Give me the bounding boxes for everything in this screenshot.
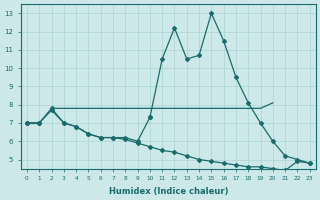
X-axis label: Humidex (Indice chaleur): Humidex (Indice chaleur)	[108, 187, 228, 196]
